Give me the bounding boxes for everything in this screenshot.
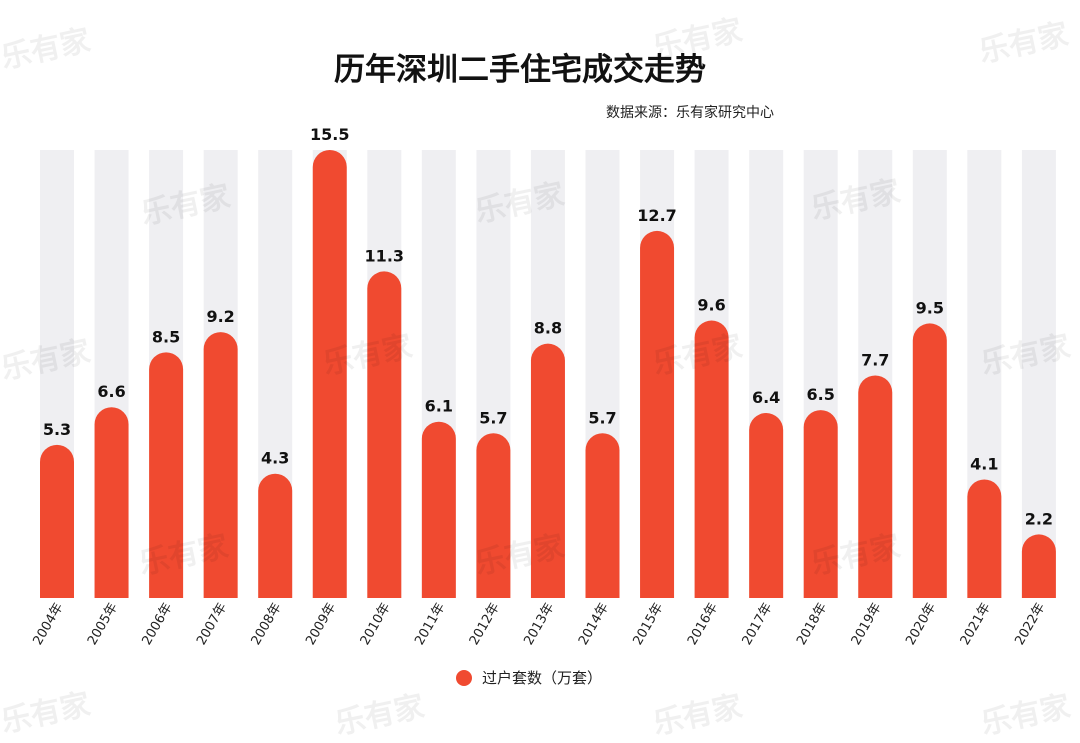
data-label: 8.8 (534, 319, 562, 338)
bar (367, 271, 402, 598)
x-tick-label: 2020年 (903, 601, 939, 648)
x-tick-label: 2019年 (849, 601, 885, 648)
data-label: 5.7 (588, 408, 616, 427)
bar (967, 479, 1002, 598)
x-tick-label: 2004年 (30, 601, 66, 648)
bar (585, 433, 620, 598)
data-label: 15.5 (310, 125, 349, 144)
data-label: 11.3 (365, 246, 404, 265)
x-tick-label: 2012年 (467, 601, 503, 648)
bar (149, 352, 184, 598)
data-source: 数据来源：乐有家研究中心 (606, 105, 774, 121)
x-tick-label: 2014年 (576, 601, 612, 648)
data-label: 6.4 (752, 388, 780, 407)
bar (858, 375, 893, 598)
data-label: 6.5 (807, 385, 835, 404)
bar (203, 332, 238, 598)
legend-marker (456, 669, 472, 686)
x-tick-label: 2018年 (794, 601, 830, 648)
x-tick-label: 2016年 (685, 601, 721, 648)
data-label: 12.7 (637, 206, 676, 225)
chart-title: 历年深圳二手住宅成交走势 (334, 52, 706, 88)
data-label: 6.6 (97, 382, 125, 401)
bar (640, 230, 675, 599)
bar (912, 323, 947, 598)
bar (94, 407, 129, 598)
data-label: 9.2 (206, 307, 234, 326)
data-label: 4.3 (261, 449, 289, 468)
x-tick-label: 2013年 (521, 601, 557, 648)
x-tick-label: 2010年 (358, 601, 394, 648)
bar (258, 473, 293, 598)
bar (312, 150, 347, 598)
data-label: 5.7 (479, 408, 507, 427)
bar-track (1021, 150, 1056, 598)
data-label: 9.6 (697, 296, 725, 315)
bar (749, 413, 784, 598)
x-tick-label: 2021年 (958, 601, 994, 648)
data-label: 2.2 (1025, 509, 1053, 528)
bar (803, 410, 838, 598)
x-tick-label: 2006年 (140, 601, 176, 648)
bar (694, 320, 729, 598)
data-label: 6.1 (425, 397, 453, 416)
x-tick-label: 2005年 (85, 601, 121, 648)
bar (476, 433, 511, 598)
x-tick-label: 2009年 (303, 601, 339, 648)
bar (530, 343, 565, 598)
x-tick-label: 2022年 (1012, 601, 1048, 648)
data-label: 9.5 (916, 298, 944, 317)
x-tick-label: 2015年 (630, 601, 666, 648)
x-tick-label: 2007年 (194, 601, 230, 648)
data-label: 8.5 (152, 327, 180, 346)
x-tick-label: 2017年 (740, 601, 776, 648)
bar (421, 421, 456, 598)
data-label: 5.3 (43, 420, 71, 439)
bar (1021, 534, 1056, 598)
data-label: 4.1 (970, 454, 998, 473)
legend-label: 过户套数（万套） (482, 669, 603, 687)
bar-chart: 5.3 2004年 6.6 2005年 8.5 2006年 9.2 2007年 4.3 2008年… (30, 125, 1056, 648)
x-tick-label: 2008年 (249, 601, 285, 648)
bar (40, 444, 74, 598)
legend: 过户套数（万套） (456, 667, 602, 688)
data-label: 7.7 (861, 350, 889, 369)
x-tick-label: 2011年 (412, 601, 448, 648)
